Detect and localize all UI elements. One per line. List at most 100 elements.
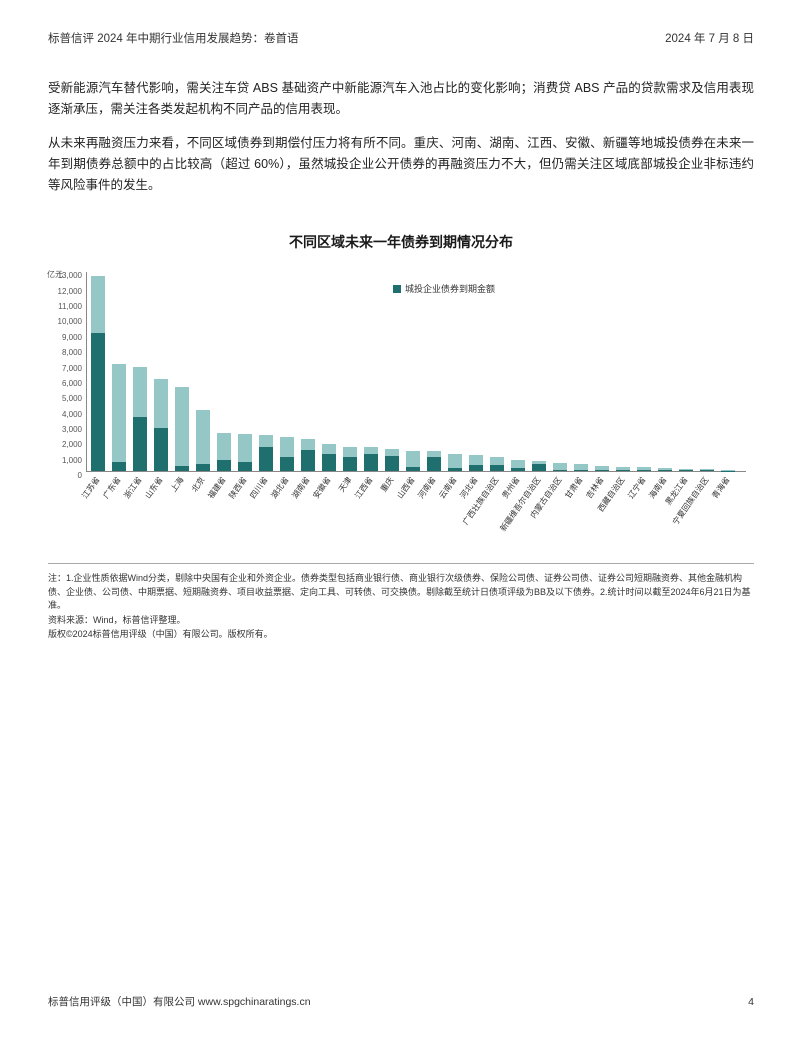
bar-segment-a [133, 417, 147, 471]
bar-segment-b [322, 444, 336, 455]
x-tick-label: 湖北省 [270, 476, 290, 500]
bar-segment-a [301, 450, 315, 472]
bar-segment-b [238, 434, 252, 462]
bar-segment-b [280, 437, 294, 457]
x-tick-label: 山西省 [396, 476, 416, 500]
x-tick-label: 上海 [170, 476, 186, 494]
bar-segment-a [511, 468, 525, 471]
x-tick-label: 河南省 [417, 476, 437, 500]
bar-segment-b [217, 433, 231, 461]
bar-segment-a [343, 457, 357, 472]
bar-segment-a [700, 470, 714, 471]
bar-segment-a [154, 428, 168, 471]
bar-segment-b [511, 460, 525, 468]
header-left: 标普信评 2024 年中期行业信用发展趋势：卷首语 [48, 30, 298, 46]
bar-segment-b [427, 451, 441, 457]
bar-segment-b [721, 470, 735, 471]
y-tick: 5,000 [48, 395, 82, 403]
bar-segment-b [532, 461, 546, 463]
x-tick-label: 湖南省 [291, 476, 311, 500]
bar-segment-b [574, 464, 588, 469]
x-tick-label: 青海省 [711, 476, 731, 500]
bar-segment-a [91, 333, 105, 471]
bar-segment-b [490, 457, 504, 465]
footer-page-number: 4 [748, 996, 754, 1008]
x-tick-label: 四川省 [249, 476, 269, 500]
bar-segment-a [532, 464, 546, 472]
y-tick: 9,000 [48, 334, 82, 342]
y-tick: 4,000 [48, 411, 82, 419]
y-tick: 12,000 [48, 288, 82, 296]
bar-segment-b [343, 447, 357, 457]
bar-segment-b [91, 276, 105, 333]
bar-segment-b [448, 454, 462, 468]
chart-notes: 注：1.企业性质依据Wind分类，剔除中央国有企业和外资企业。债券类型包括商业银… [48, 563, 754, 643]
x-tick-label: 云南省 [438, 476, 458, 500]
bar-segment-b [259, 435, 273, 447]
x-tick-label: 江苏省 [81, 476, 101, 500]
x-tick-label: 天津 [338, 476, 354, 494]
bar-segment-a [364, 454, 378, 471]
paragraph-1: 受新能源汽车替代影响，需关注车贷 ABS 基础资产中新能源汽车入池占比的变化影响… [48, 78, 754, 121]
bar-segment-a [490, 465, 504, 471]
y-tick: 13,000 [48, 272, 82, 280]
header-date: 2024 年 7 月 8 日 [665, 30, 754, 46]
bar-segment-a [574, 470, 588, 472]
bar-segment-b [469, 455, 483, 465]
y-tick: 7,000 [48, 365, 82, 373]
bar-segment-b [616, 467, 630, 471]
bar-segment-b [112, 364, 126, 462]
bar-segment-b [658, 468, 672, 470]
bar-segment-b [406, 451, 420, 467]
bar-segment-b [133, 367, 147, 418]
bar-segment-a [679, 470, 693, 471]
bar-segment-a [406, 467, 420, 472]
bar-segment-a [238, 462, 252, 471]
bar-segment-a [721, 471, 735, 472]
x-tick-label: 辽宁省 [627, 476, 647, 500]
bar-segment-a [112, 462, 126, 471]
chart-plot-area [86, 272, 746, 472]
bar-segment-b [553, 463, 567, 470]
y-tick: 3,000 [48, 426, 82, 434]
bar-segment-b [364, 447, 378, 454]
bar-segment-b [175, 387, 189, 466]
y-tick: 2,000 [48, 441, 82, 449]
x-tick-label: 甘肃省 [564, 476, 584, 500]
bar-segment-b [301, 439, 315, 450]
bar-segment-b [637, 467, 651, 470]
y-tick: 0 [48, 472, 82, 480]
bar-segment-a [385, 456, 399, 471]
x-tick-label: 福建省 [207, 476, 227, 500]
y-tick: 8,000 [48, 349, 82, 357]
note-line-2: 资料来源：Wind，标普信评整理。 [48, 614, 754, 628]
bar-segment-b [196, 410, 210, 464]
y-tick: 11,000 [48, 303, 82, 311]
footer-left: 标普信用评级（中国）有限公司 www.spgchinaratings.cn [48, 994, 311, 1009]
bar-segment-a [637, 470, 651, 471]
bar-segment-a [658, 470, 672, 471]
chart-title: 不同区域未来一年债券到期情况分布 [48, 232, 754, 252]
x-tick-label: 广东省 [102, 476, 122, 500]
y-tick: 6,000 [48, 380, 82, 388]
paragraph-2: 从未来再融资压力来看，不同区域债券到期偿付压力将有所不同。重庆、河南、湖南、江西… [48, 133, 754, 197]
x-tick-label: 江西省 [354, 476, 374, 500]
bar-segment-a [196, 464, 210, 472]
x-tick-label: 陕西省 [228, 476, 248, 500]
bar-segment-b [154, 379, 168, 428]
page-root: 标普信评 2024 年中期行业信用发展趋势：卷首语 2024 年 7 月 8 日… [0, 0, 802, 1037]
bar-segment-a [469, 465, 483, 471]
bar-segment-a [448, 468, 462, 471]
x-tick-label: 重庆 [380, 476, 396, 494]
bar-segment-a [175, 466, 189, 471]
bar-segment-b [679, 469, 693, 471]
x-tick-label: 浙江省 [123, 476, 143, 500]
x-tick-label: 山东省 [144, 476, 164, 500]
bar-segment-a [322, 454, 336, 471]
page-header: 标普信评 2024 年中期行业信用发展趋势：卷首语 2024 年 7 月 8 日 [48, 30, 754, 46]
x-tick-label: 北京 [191, 476, 207, 494]
bar-segment-a [553, 470, 567, 472]
y-tick: 10,000 [48, 318, 82, 326]
page-footer: 标普信用评级（中国）有限公司 www.spgchinaratings.cn 4 [48, 986, 754, 1009]
bar-segment-a [259, 447, 273, 472]
